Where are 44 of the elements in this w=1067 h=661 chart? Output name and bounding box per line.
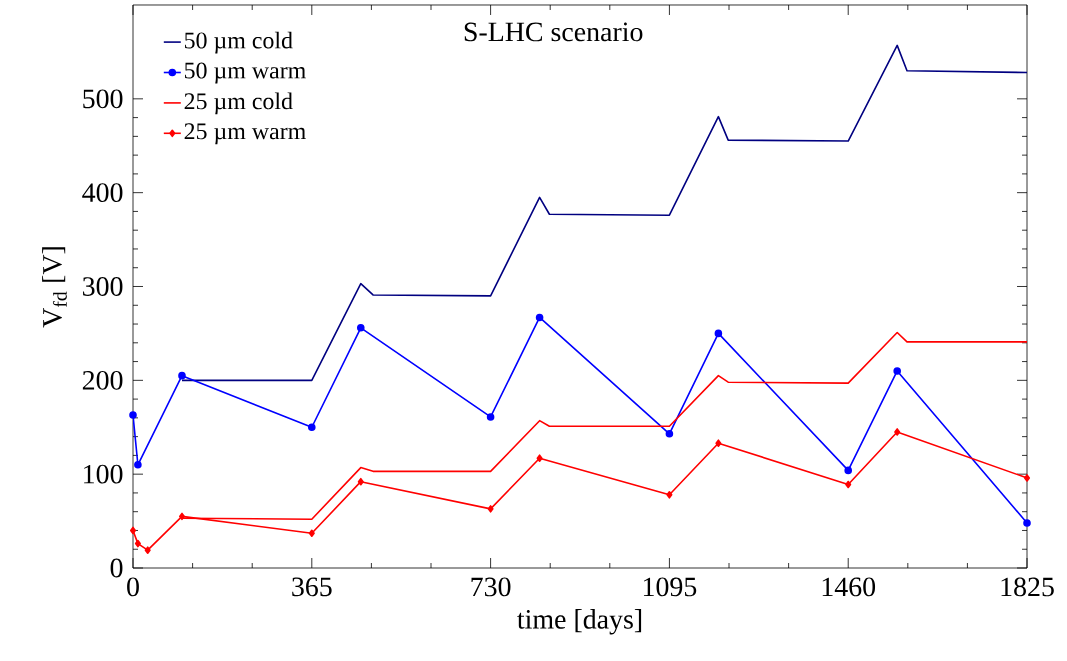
point xyxy=(893,367,901,375)
point xyxy=(1023,519,1031,527)
point xyxy=(178,371,186,380)
point xyxy=(356,323,365,332)
point xyxy=(357,477,364,486)
point xyxy=(486,413,495,421)
y-tick-label: 100 xyxy=(84,464,123,484)
x-axis-title: time [days] xyxy=(517,609,642,635)
y-tick-label: 0 xyxy=(110,558,123,578)
x-tick-label: 1460 xyxy=(822,577,876,597)
point xyxy=(178,512,186,521)
legend-label: 50 µm cold xyxy=(184,31,293,54)
point xyxy=(894,428,901,436)
point xyxy=(144,546,151,554)
point xyxy=(844,466,853,475)
point xyxy=(536,454,543,463)
point xyxy=(308,423,316,432)
x-tick-label: 0 xyxy=(127,577,139,597)
point xyxy=(715,439,722,447)
legend-label: 25 µm cold xyxy=(184,92,293,115)
point xyxy=(845,480,852,489)
point xyxy=(665,430,674,438)
chart-title: S-LHC scenario xyxy=(464,22,643,42)
y-axis-title: V$_{fd}$ [V] xyxy=(42,247,67,328)
legend-label: 50 µm warm xyxy=(184,62,306,84)
y-tick-label: 500 xyxy=(83,89,123,109)
legend-label: 25 µm warm xyxy=(184,123,306,145)
point xyxy=(535,313,544,322)
point xyxy=(134,539,141,548)
y-tick-label: 200 xyxy=(82,370,123,390)
x-tick-label: 365 xyxy=(292,577,332,597)
y-tick-label: 300 xyxy=(82,277,123,296)
point xyxy=(666,491,673,499)
point xyxy=(129,526,137,535)
x-tick-label: 1825 xyxy=(1001,577,1054,597)
y-tick-label: 400 xyxy=(82,183,123,203)
point xyxy=(487,505,494,513)
point xyxy=(129,411,137,419)
x-tick-label: 730 xyxy=(471,577,511,597)
point xyxy=(308,529,315,538)
x-tick-label: 1095 xyxy=(643,577,697,597)
point xyxy=(134,460,142,469)
point xyxy=(1023,474,1031,482)
point xyxy=(714,329,723,338)
